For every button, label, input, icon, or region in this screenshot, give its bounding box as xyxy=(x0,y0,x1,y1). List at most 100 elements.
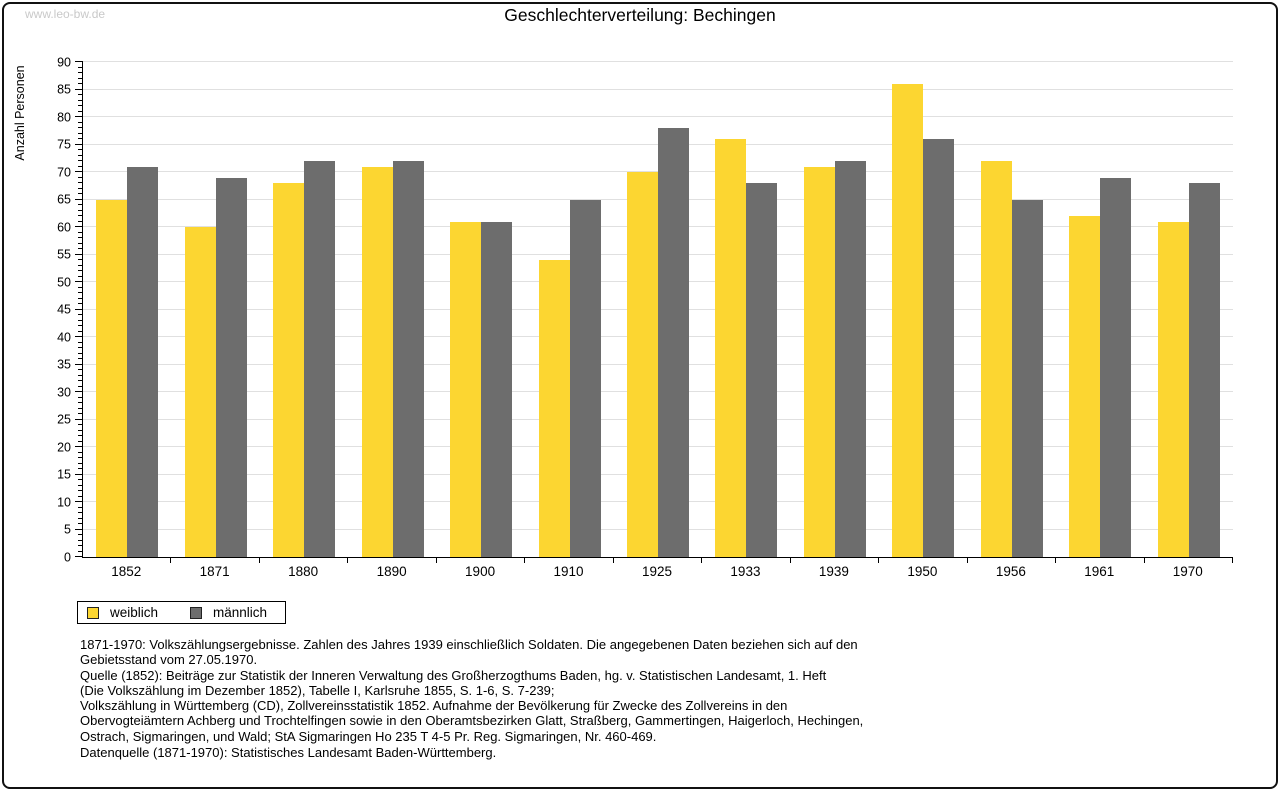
bar-group-1880 xyxy=(260,62,348,557)
footnote-line: 1871-1970: Volkszählungsergebnisse. Zahl… xyxy=(80,637,858,652)
bar-weiblich xyxy=(184,227,216,557)
y-axis-minor-tick xyxy=(78,402,83,403)
gridline xyxy=(83,61,1233,62)
y-axis-tick-label: 10 xyxy=(57,494,71,509)
y-axis-minor-tick xyxy=(78,303,83,304)
y-axis-major-tick xyxy=(75,473,83,475)
y-axis-minor-tick xyxy=(78,440,83,442)
y-axis-minor-tick xyxy=(78,435,83,436)
bar-männlich xyxy=(746,183,778,557)
watermark: www.leo-bw.de xyxy=(25,7,106,21)
y-axis-minor-tick xyxy=(78,457,83,458)
y-axis-minor-tick xyxy=(78,154,83,156)
y-axis-minor-tick xyxy=(78,484,83,486)
bar-weiblich xyxy=(538,260,570,557)
footnote-line: Gebietsstand vom 27.05.1970. xyxy=(80,652,258,668)
y-axis-minor-tick xyxy=(78,220,83,222)
y-axis-minor-tick xyxy=(78,132,83,134)
datasource-line: Datenquelle (1871-1970): Statistisches L… xyxy=(80,745,497,760)
y-axis-major-tick xyxy=(75,198,83,200)
y-axis-minor-tick xyxy=(78,374,83,376)
y-axis-minor-tick xyxy=(78,330,83,332)
y-axis-minor-tick xyxy=(78,248,83,249)
y-axis-minor-tick xyxy=(78,347,83,348)
y-axis-minor-tick xyxy=(78,396,83,398)
y-axis-major-tick xyxy=(75,253,83,255)
y-axis-major-tick xyxy=(75,446,83,447)
bar-group-1970 xyxy=(1145,62,1233,557)
x-axis-boundary-tick xyxy=(789,557,791,563)
bar-group-1890 xyxy=(348,62,436,557)
y-axis-minor-tick xyxy=(78,149,83,150)
y-axis-minor-tick xyxy=(78,369,83,370)
y-axis-minor-tick xyxy=(78,83,83,84)
x-axis-boundary-tick xyxy=(258,557,260,563)
y-axis-major-tick xyxy=(75,556,83,557)
bar-männlich xyxy=(569,199,601,557)
y-axis-minor-tick xyxy=(78,517,83,519)
y-axis-minor-tick xyxy=(78,539,83,541)
x-axis-boundary-tick xyxy=(435,557,437,563)
y-axis-tick-label: 25 xyxy=(57,412,71,427)
x-axis-boundary-tick xyxy=(612,557,614,563)
bar-weiblich xyxy=(1069,216,1101,557)
y-axis-tick-label: 30 xyxy=(57,384,71,399)
y-axis-major-tick xyxy=(75,226,83,227)
x-axis-label: 1890 xyxy=(376,564,407,579)
x-axis-boundary-tick xyxy=(878,557,880,563)
bar-group-1933 xyxy=(702,62,790,557)
x-axis-label: 1939 xyxy=(818,564,849,579)
y-axis-minor-tick xyxy=(78,209,83,211)
bar-group-1910 xyxy=(525,62,613,557)
y-axis-minor-tick xyxy=(78,204,83,205)
legend-item-männlich: männlich xyxy=(190,605,267,620)
x-axis-label: 1950 xyxy=(907,564,938,579)
legend-swatch-weiblich xyxy=(87,606,99,619)
bar-weiblich xyxy=(715,139,747,557)
bar-group-1961 xyxy=(1056,62,1144,557)
bar-männlich xyxy=(1100,177,1132,557)
y-axis-minor-tick xyxy=(78,121,83,123)
gridline xyxy=(83,116,1233,117)
bar-weiblich xyxy=(450,221,482,557)
y-axis-minor-tick xyxy=(78,264,83,266)
y-axis-tick-label: 0 xyxy=(64,549,71,564)
y-axis-tick-label: 5 xyxy=(64,522,71,537)
y-axis-minor-tick xyxy=(78,358,83,359)
y-axis-minor-tick xyxy=(78,286,83,288)
y-axis-minor-tick xyxy=(78,237,83,238)
bar-männlich xyxy=(392,161,424,557)
y-axis-minor-tick xyxy=(78,506,83,508)
y-axis-minor-tick xyxy=(78,341,83,343)
bar-group-1900 xyxy=(437,62,525,557)
bar-männlich xyxy=(127,166,159,557)
y-axis-minor-tick xyxy=(78,424,83,425)
bar-group-1956 xyxy=(968,62,1056,557)
footnote-line: (Die Volkszählung im Dezember 1852), Tab… xyxy=(80,682,555,698)
x-axis-boundary-tick xyxy=(347,557,349,563)
x-axis-label: 1933 xyxy=(730,564,761,579)
x-axis-boundary-tick xyxy=(524,557,526,563)
y-axis-major-tick xyxy=(75,61,83,62)
y-axis-minor-tick xyxy=(78,176,83,178)
y-axis-major-tick xyxy=(75,391,83,392)
bar-männlich xyxy=(834,161,866,557)
y-axis-minor-tick xyxy=(78,275,83,277)
footnote-line: Volkszählung in Württemberg (CD), Zollve… xyxy=(80,698,788,714)
y-axis-minor-tick xyxy=(78,270,83,271)
bar-weiblich xyxy=(626,172,658,557)
y-axis-minor-tick xyxy=(78,215,83,216)
y-axis-minor-tick xyxy=(78,523,83,524)
y-axis-minor-tick xyxy=(78,512,83,514)
bar-männlich xyxy=(1188,183,1220,557)
y-axis-tick-label: 20 xyxy=(57,439,71,454)
x-axis-label: 1900 xyxy=(465,564,496,579)
y-axis-tick-label: 45 xyxy=(57,302,71,317)
y-axis-major-tick xyxy=(75,336,83,337)
y-axis-minor-tick xyxy=(78,110,83,112)
x-axis-label: 1956 xyxy=(995,564,1026,579)
x-axis-label: 1852 xyxy=(111,564,142,579)
y-axis-minor-tick xyxy=(78,407,83,409)
y-axis-major-tick xyxy=(75,143,83,145)
bar-group-1939 xyxy=(791,62,879,557)
